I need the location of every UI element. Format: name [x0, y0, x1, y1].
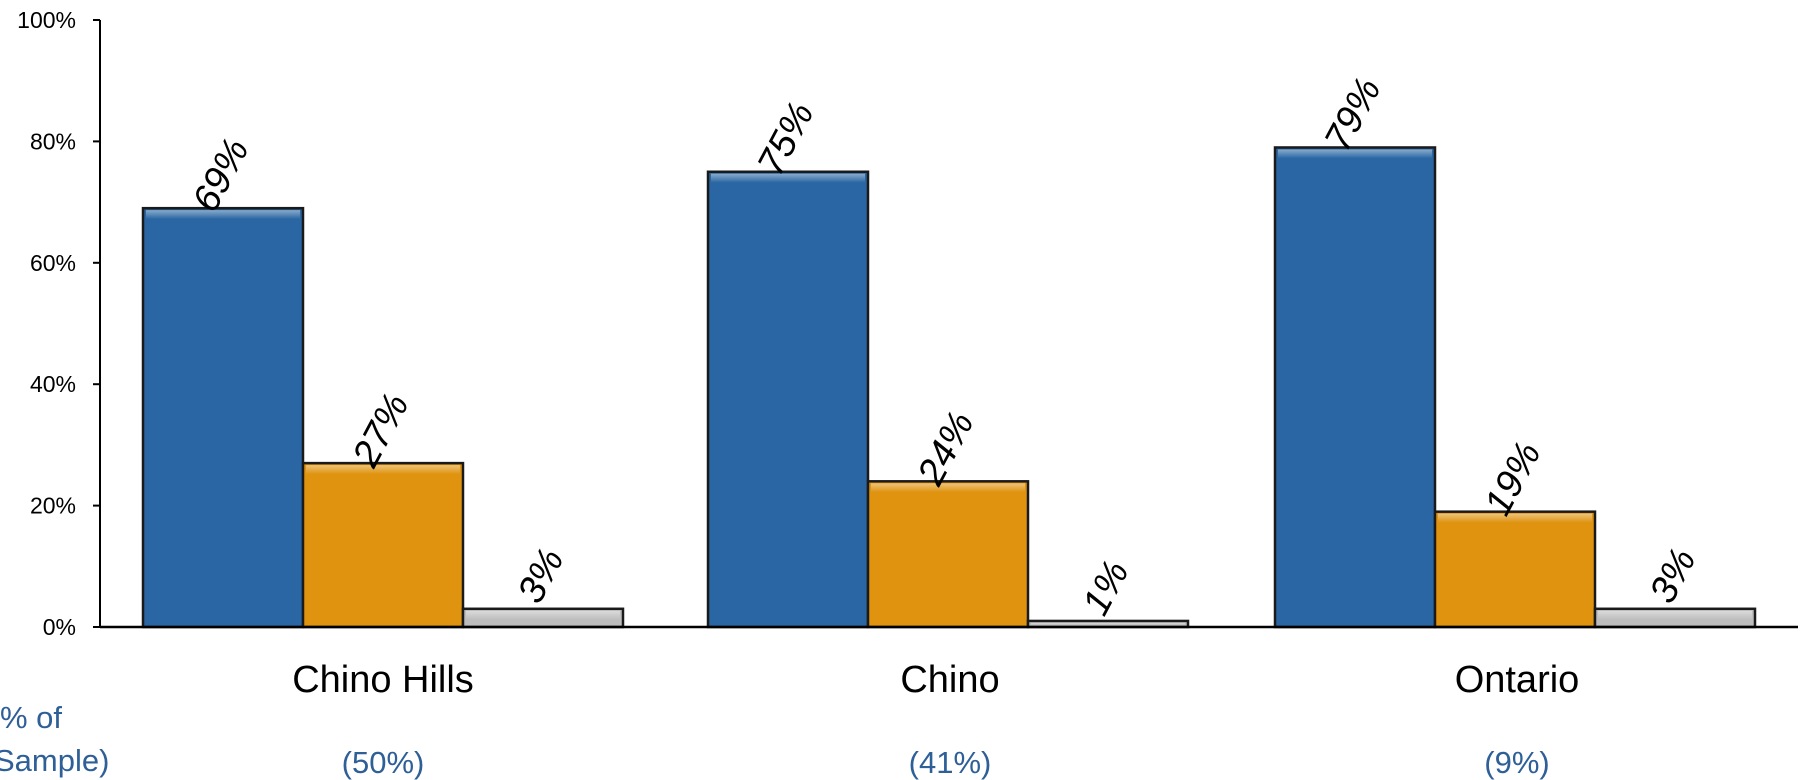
y-tick-label: 20%: [30, 493, 76, 519]
bar-highlight: [1278, 149, 1432, 159]
bar-highlight: [466, 610, 620, 620]
data-label: 3%: [1642, 542, 1705, 610]
x-axis: Chino Hills Chino Ontario: [100, 625, 1798, 701]
data-label: 79%: [1317, 71, 1390, 158]
sample-share-value: (50%): [342, 745, 425, 780]
sample-share-caption-line1: % of: [0, 700, 62, 735]
sample-share-row: % of Sample) (50%) (41%) (9%): [0, 700, 1550, 780]
data-label: 27%: [344, 387, 417, 475]
bar-highlight: [871, 483, 1025, 493]
data-label: 75%: [750, 95, 823, 182]
sample-share-value: (9%): [1484, 745, 1549, 780]
bar-highlight: [1031, 622, 1185, 625]
y-axis: 0% 20% 40% 60% 80% 100%: [17, 7, 101, 640]
bars: [141, 146, 1757, 629]
x-category-label: Ontario: [1455, 659, 1580, 701]
bar-highlight: [306, 465, 460, 475]
bar-highlight: [146, 210, 300, 220]
bar-highlight: [1438, 513, 1592, 523]
y-tick-label: 40%: [30, 371, 76, 397]
x-category-label: Chino Hills: [292, 659, 474, 701]
data-label: 3%: [510, 542, 573, 610]
sample-share-caption-line2: Sample): [0, 743, 109, 778]
y-tick-label: 0%: [43, 614, 76, 640]
bar: [1273, 146, 1437, 629]
data-label: 19%: [1477, 435, 1550, 522]
y-tick-label: 100%: [17, 7, 76, 33]
bar: [301, 461, 465, 629]
bar-highlight: [1598, 610, 1752, 620]
bar: [866, 480, 1030, 629]
bar: [706, 170, 870, 629]
data-label: 1%: [1075, 554, 1138, 622]
sample-share-value: (41%): [909, 745, 992, 780]
data-label: 24%: [909, 405, 982, 493]
bar: [1433, 510, 1597, 629]
y-tick-label: 60%: [30, 250, 76, 276]
x-category-label: Chino: [900, 659, 999, 701]
data-label: 69%: [185, 132, 258, 219]
y-tick-label: 80%: [30, 128, 76, 154]
bar-highlight: [711, 173, 865, 183]
bar: [141, 206, 305, 629]
